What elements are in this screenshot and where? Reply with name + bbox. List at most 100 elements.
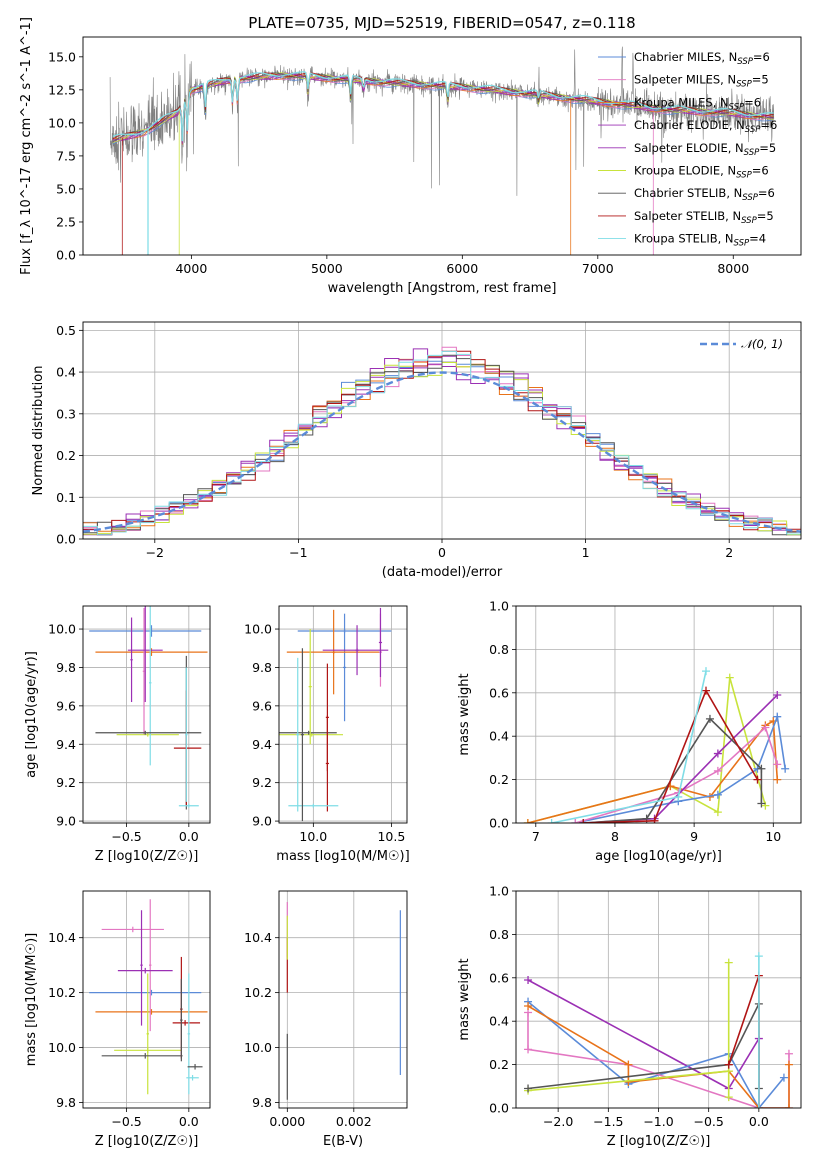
x-axis-label: age [log10(age/yr)] bbox=[595, 849, 722, 864]
data-point-marker bbox=[524, 1084, 533, 1093]
data-point-marker bbox=[702, 667, 710, 676]
data-point-marker bbox=[725, 673, 734, 682]
x-tick-label: 10.5 bbox=[377, 829, 405, 844]
x-tick-label: 10.0 bbox=[299, 829, 327, 844]
y-tick-label: 9.8 bbox=[252, 660, 272, 675]
data-point-marker bbox=[650, 816, 659, 823]
plot-area bbox=[109, 46, 775, 255]
data-point-marker bbox=[571, 819, 580, 823]
errorbar-salpeter-elodie bbox=[130, 617, 133, 703]
axes-frame bbox=[278, 890, 408, 1109]
plot-area bbox=[286, 901, 401, 1100]
y-tick-label: 2.5 bbox=[56, 214, 76, 229]
plot-area bbox=[523, 667, 790, 823]
y-axis-label: Flux [f_λ 10^-17 erg cm^-2 s^-1 A^-1] bbox=[19, 17, 34, 275]
axes-frame bbox=[515, 890, 802, 1109]
y-tick-label: 1.0 bbox=[489, 884, 509, 899]
x-tick-label: −0.5 bbox=[693, 1114, 723, 1129]
data-point-marker bbox=[773, 760, 782, 769]
panel-age-vs-mass: 10.0 10.5 9.0 9.2 9.4 9.6 9.8 10.0 mass [log10(M… bbox=[244, 605, 410, 864]
series-line bbox=[527, 719, 779, 823]
y-tick-label: 9.6 bbox=[56, 698, 76, 713]
x-tick-label: 9 bbox=[690, 829, 698, 844]
data-point-marker bbox=[624, 1060, 633, 1069]
data-point-marker bbox=[724, 1093, 733, 1102]
y-tick-label: 0.4 bbox=[489, 729, 509, 744]
x-tick-label: −2 bbox=[146, 545, 164, 560]
x-axis-label: Z [log10(Z/Z☉)] bbox=[95, 1134, 199, 1149]
errorbar-kroupa-stelib bbox=[288, 803, 339, 808]
errorbar-chabrier-elodie bbox=[117, 967, 173, 974]
errorbar-kroupa-elodie bbox=[308, 629, 312, 745]
x-tick-label: 7000 bbox=[582, 261, 614, 276]
y-axis-label: mass weight bbox=[457, 958, 472, 1040]
x-axis-label: Z [log10(Z/Z☉)] bbox=[95, 849, 199, 864]
errorbar-salpeter-stelib bbox=[325, 715, 329, 812]
y-tick-label: 0.2 bbox=[56, 448, 76, 463]
y-tick-label: 9.0 bbox=[56, 814, 76, 829]
errorbar-kroupa-miles bbox=[95, 648, 208, 656]
plot-area bbox=[279, 607, 392, 822]
x-axis-label: wavelength [Angstrom, rest frame] bbox=[328, 281, 557, 296]
errorbar-salpeter-miles bbox=[148, 899, 152, 1032]
data-point-marker bbox=[784, 1060, 793, 1069]
y-axis-label: mass [log10(M/M☉)] bbox=[24, 933, 39, 1066]
y-tick-label: 0.2 bbox=[489, 772, 509, 787]
model-spectrum-salpeter-elodie bbox=[112, 72, 774, 142]
y-tick-label: 10.0 bbox=[244, 622, 272, 637]
data-point-marker bbox=[754, 952, 763, 961]
axes-frame bbox=[82, 321, 802, 540]
x-tick-label: −0.5 bbox=[111, 1114, 141, 1129]
data-point-marker bbox=[624, 1077, 633, 1086]
data-point-marker bbox=[524, 1002, 533, 1011]
model-spectrum-kroupa-miles bbox=[112, 74, 774, 255]
errorbar-chabrier-stelib bbox=[95, 730, 202, 735]
panel-spectrum: 4000 5000 6000 7000 8000 0.0 2.5 5.0 7.5 10.0 12.5… bbox=[19, 17, 802, 296]
y-tick-label: 9.8 bbox=[56, 660, 76, 675]
y-tick-label: 0.3 bbox=[56, 406, 76, 421]
y-tick-label: 0.8 bbox=[489, 927, 509, 942]
x-tick-label: −1 bbox=[289, 545, 307, 560]
y-tick-label: 9.2 bbox=[56, 775, 76, 790]
data-point-marker bbox=[761, 723, 770, 732]
y-tick-label: 10.2 bbox=[48, 985, 76, 1000]
figure-title: PLATE=0735, MJD=52519, FIBERID=0547, z=0… bbox=[248, 14, 635, 32]
errorbar-salpeter-elodie bbox=[355, 625, 359, 676]
x-tick-label: 4000 bbox=[175, 261, 207, 276]
x-axis-label: Z [log10(Z/Z☉)] bbox=[607, 1134, 711, 1149]
errorbar-kroupa-elodie bbox=[116, 732, 179, 737]
plots-group: 4000 5000 6000 7000 80000.02.55.07.510.012.5… bbox=[19, 17, 802, 1149]
y-tick-label: 10.2 bbox=[244, 985, 272, 1000]
legend-entry: 𝒩(0, 1) bbox=[741, 337, 783, 351]
y-tick-label: 10.4 bbox=[48, 930, 76, 945]
y-tick-label: 9.6 bbox=[252, 698, 272, 713]
errorbar-kroupa-stelib bbox=[185, 667, 188, 802]
y-tick-label: 0.0 bbox=[489, 1101, 509, 1116]
y-tick-label: 12.5 bbox=[48, 82, 76, 97]
data-point-marker bbox=[781, 764, 790, 773]
y-tick-label: 10.0 bbox=[48, 622, 76, 637]
data-point-marker bbox=[674, 792, 683, 801]
data-point-marker bbox=[524, 975, 533, 984]
series-kroupa-stelib bbox=[547, 667, 710, 823]
errorbar-salpeter-stelib bbox=[172, 1020, 201, 1026]
legend-entry: Kroupa STELIB, NSSP=4 bbox=[634, 232, 766, 249]
x-axis-label: E(B-V) bbox=[323, 1134, 363, 1149]
legend-entry: Chabrier STELIB, NSSP=6 bbox=[634, 186, 775, 203]
data-point-marker bbox=[754, 1104, 763, 1108]
x-tick-label: −1.5 bbox=[593, 1114, 623, 1129]
histogram-kroupa-stelib bbox=[83, 350, 801, 536]
axes-frame bbox=[82, 890, 211, 1109]
panel-age-vs-Z: −0.5 0.0 9.0 9.2 9.4 9.6 9.8 10.0 Z [log10(Z/Z☉)… bbox=[24, 605, 211, 864]
series-line bbox=[583, 688, 759, 823]
plot-area bbox=[89, 899, 208, 1095]
data-point-marker bbox=[547, 819, 556, 823]
x-tick-label: 0.002 bbox=[336, 1114, 372, 1129]
y-tick-label: 1.0 bbox=[489, 599, 509, 614]
series-kroupa-stelib bbox=[754, 952, 763, 1108]
data-point-marker bbox=[757, 764, 766, 773]
spectrum-legend: Chabrier MILES, NSSP=6 Salpeter MILES, NS… bbox=[598, 50, 777, 249]
data-point-marker bbox=[779, 1073, 788, 1082]
x-tick-label: 2 bbox=[725, 545, 733, 560]
